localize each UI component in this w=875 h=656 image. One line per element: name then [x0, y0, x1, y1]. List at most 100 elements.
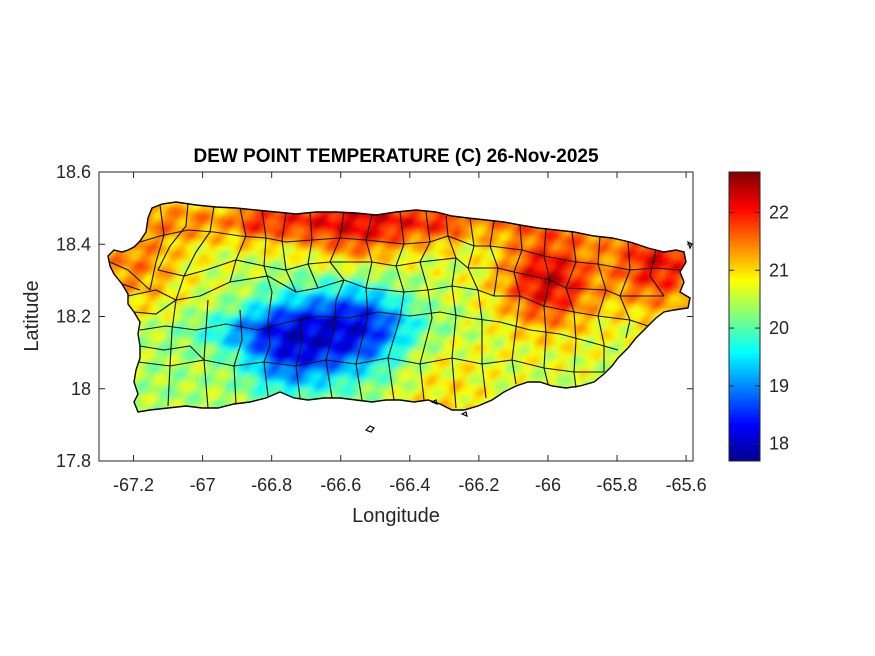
- field-cell: [290, 270, 296, 276]
- field-cell: [345, 220, 351, 226]
- field-cell: [300, 330, 306, 336]
- field-cell: [305, 355, 311, 361]
- field-cell: [580, 310, 586, 316]
- field-cell: [215, 290, 221, 296]
- field-cell: [575, 350, 581, 356]
- field-cell: [230, 390, 236, 396]
- field-cell: [225, 270, 231, 276]
- field-cell: [215, 385, 221, 391]
- field-cell: [165, 310, 171, 316]
- field-cell: [410, 215, 416, 221]
- field-cell: [235, 330, 241, 336]
- field-cell: [330, 260, 336, 266]
- field-cell: [430, 300, 436, 306]
- field-cell: [350, 260, 356, 266]
- field-cell: [255, 285, 261, 291]
- field-cell: [585, 240, 591, 246]
- field-cell: [495, 255, 501, 261]
- field-cell: [315, 365, 321, 371]
- field-cell: [160, 265, 166, 271]
- field-cell: [485, 260, 491, 266]
- field-cell: [110, 265, 116, 271]
- field-cell: [550, 355, 556, 361]
- field-cell: [625, 310, 631, 316]
- field-cell: [555, 325, 561, 331]
- field-cell: [495, 285, 501, 291]
- field-cell: [205, 395, 211, 401]
- field-cell: [455, 365, 461, 371]
- field-cell: [500, 340, 506, 346]
- field-cell: [275, 305, 281, 311]
- field-cell: [500, 240, 506, 246]
- field-cell: [220, 390, 226, 396]
- field-cell: [465, 380, 471, 386]
- field-cell: [665, 295, 671, 301]
- field-cell: [275, 360, 281, 366]
- field-cell: [195, 305, 201, 311]
- field-cell: [560, 340, 566, 346]
- field-cell: [405, 260, 411, 266]
- field-cell: [150, 360, 156, 366]
- field-cell: [610, 350, 616, 356]
- field-cell: [150, 320, 156, 326]
- field-cell: [160, 275, 166, 281]
- field-cell: [310, 315, 316, 321]
- field-cell: [300, 325, 306, 331]
- field-cell: [470, 230, 476, 236]
- field-cell: [170, 310, 176, 316]
- field-cell: [445, 315, 451, 321]
- field-cell: [265, 265, 271, 271]
- field-cell: [255, 355, 261, 361]
- field-cell: [530, 350, 536, 356]
- field-cell: [460, 230, 466, 236]
- field-cell: [445, 325, 451, 331]
- field-cell: [425, 240, 431, 246]
- field-cell: [590, 250, 596, 256]
- field-cell: [425, 265, 431, 271]
- field-cell: [250, 355, 256, 361]
- field-cell: [420, 395, 426, 401]
- field-cell: [360, 270, 366, 276]
- field-cell: [500, 275, 506, 281]
- field-cell: [640, 325, 646, 331]
- field-cell: [150, 280, 156, 286]
- field-cell: [270, 290, 276, 296]
- field-cell: [175, 270, 181, 276]
- field-cell: [290, 250, 296, 256]
- field-cell: [225, 330, 231, 336]
- field-cell: [210, 235, 216, 241]
- field-cell: [480, 375, 486, 381]
- field-cell: [170, 202, 176, 206]
- field-cell: [500, 230, 506, 236]
- field-cell: [430, 360, 436, 366]
- field-cell: [280, 355, 286, 361]
- field-cell: [360, 265, 366, 271]
- field-cell: [480, 390, 486, 396]
- field-cell: [695, 365, 701, 371]
- field-cell: [180, 202, 186, 206]
- field-cell: [595, 265, 601, 271]
- field-cell: [275, 280, 281, 286]
- field-cell: [540, 335, 546, 341]
- field-cell: [270, 390, 276, 396]
- field-cell: [320, 255, 326, 261]
- field-cell: [145, 265, 151, 271]
- field-cell: [500, 285, 506, 291]
- field-cell: [245, 385, 251, 391]
- field-cell: [135, 265, 141, 271]
- field-cell: [170, 390, 176, 396]
- field-cell: [170, 205, 176, 211]
- field-cell: [445, 245, 451, 251]
- field-cell: [310, 310, 316, 316]
- field-cell: [190, 240, 196, 246]
- field-cell: [145, 230, 151, 236]
- field-cell: [300, 265, 306, 271]
- field-cell: [230, 225, 236, 231]
- field-cell: [695, 265, 701, 271]
- field-cell: [330, 360, 336, 366]
- field-cell: [165, 390, 171, 396]
- field-cell: [155, 335, 161, 341]
- field-cell: [170, 315, 176, 321]
- field-cell: [255, 210, 261, 216]
- field-cell: [580, 295, 586, 301]
